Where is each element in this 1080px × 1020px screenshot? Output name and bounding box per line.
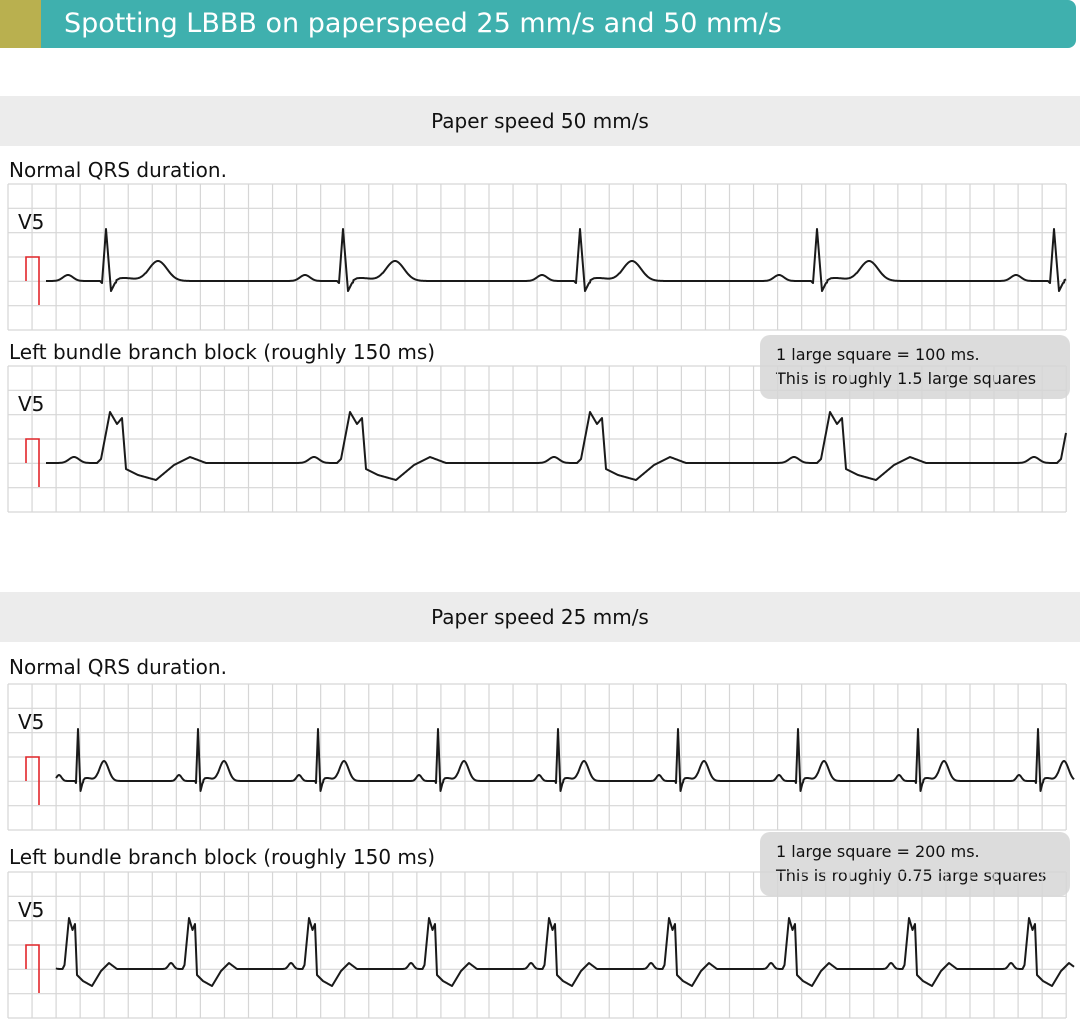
ecg-trace [55,728,1075,792]
ecg-trace [45,411,1067,481]
section-heading-25: Paper speed 25 mm/s [0,592,1080,642]
ecg-trace [55,917,1075,987]
callout-line: 1 large square = 100 ms. [776,345,980,364]
lead-label: V5 [18,392,44,416]
title-banner: Spotting LBBB on paperspeed 25 mm/s and … [0,0,1076,48]
callout-line: This is roughly 1.5 large squares [776,369,1037,388]
section-heading-50: Paper speed 50 mm/s [0,96,1080,146]
calibration-pulse [25,756,40,805]
strip-label-lbbb-50: Left bundle branch block (roughly 150 ms… [9,340,436,364]
calibration-pulse [25,256,40,305]
lead-label: V5 [18,210,44,234]
lead-label: V5 [18,710,44,734]
ecg-trace [45,228,1067,292]
strip-label-normal-25: Normal QRS duration. [9,655,227,679]
callout-line: 1 large square = 200 ms. [776,842,980,861]
lead-label: V5 [18,898,44,922]
strip-label-lbbb-25: Left bundle branch block (roughly 150 ms… [9,845,436,869]
calibration-pulse [25,438,40,487]
calibration-pulse [25,944,40,993]
callout-line: This is roughly 0.75 large squares [776,866,1047,885]
page-title: Spotting LBBB on paperspeed 25 mm/s and … [64,8,782,39]
title-accent [0,0,41,48]
strip-label-normal-50: Normal QRS duration. [9,158,227,182]
